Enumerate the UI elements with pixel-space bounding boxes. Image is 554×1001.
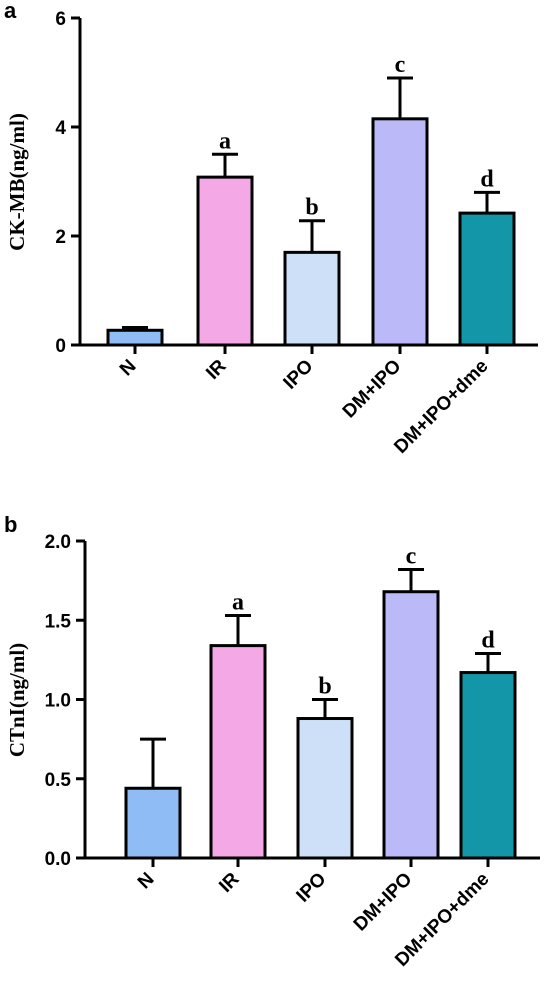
bar-a — [371, 117, 429, 347]
chart-panel-b: b CTnI(ng/ml) 0.0 0.5 1.0 1.5 2.0 N IR a IPO b DM+… — [4, 512, 540, 971]
bar-b — [296, 717, 354, 860]
bar-a — [196, 175, 254, 347]
y-tick-label-a: 6 — [55, 9, 66, 30]
significance-label-a: b — [305, 195, 318, 221]
significance-label-b: b — [318, 674, 331, 700]
panel-label-b: b — [4, 512, 17, 537]
y-tick-label-b: 1.5 — [45, 611, 72, 632]
x-tick-label-a: IPO — [280, 356, 318, 394]
x-tick-label-b: DM+IPO — [350, 869, 417, 936]
x-tick-label-a: IR — [202, 355, 230, 383]
panel-label-a: a — [4, 0, 17, 23]
significance-label-a: a — [219, 128, 231, 154]
y-axis-label-b: CTnI(ng/ml) — [5, 643, 29, 757]
significance-label-b: d — [481, 628, 495, 654]
bar-b — [459, 671, 517, 860]
x-tick-label-b: N — [134, 869, 159, 894]
y-tick-label-b: 0.0 — [45, 849, 71, 870]
x-tick-label-a: DM+IPO — [339, 356, 406, 423]
y-tick-label-b: 1.0 — [45, 691, 71, 712]
significance-label-a: c — [395, 52, 406, 78]
y-tick-label-b: 0.5 — [45, 770, 72, 791]
bar-b — [124, 786, 182, 860]
x-tick-label-a: N — [116, 356, 141, 381]
bar-a — [106, 328, 164, 347]
y-tick-label-a: 2 — [55, 227, 66, 248]
bar-a — [283, 250, 341, 347]
y-axis-label-a: CK-MB(ng/ml) — [5, 113, 29, 251]
x-tick-label-b: IPO — [293, 869, 331, 907]
significance-label-b: a — [232, 589, 244, 615]
bar-a — [458, 211, 516, 347]
x-tick-label-b: IR — [215, 868, 243, 896]
y-tick-label-a: 4 — [55, 118, 66, 139]
significance-label-b: c — [406, 544, 417, 570]
x-tick-label-a: DM+IPO+dme — [390, 356, 492, 458]
significance-label-a: d — [480, 166, 494, 192]
bar-b — [209, 644, 267, 860]
y-tick-label-b: 2.0 — [45, 532, 71, 553]
bar-b — [382, 590, 440, 860]
chart-panel-a: a CK-MB(ng/ml) 0 2 4 6 N IR a IPO b DM+IPO c DM+IPO… — [4, 0, 538, 458]
y-tick-label-a: 0 — [55, 336, 66, 357]
